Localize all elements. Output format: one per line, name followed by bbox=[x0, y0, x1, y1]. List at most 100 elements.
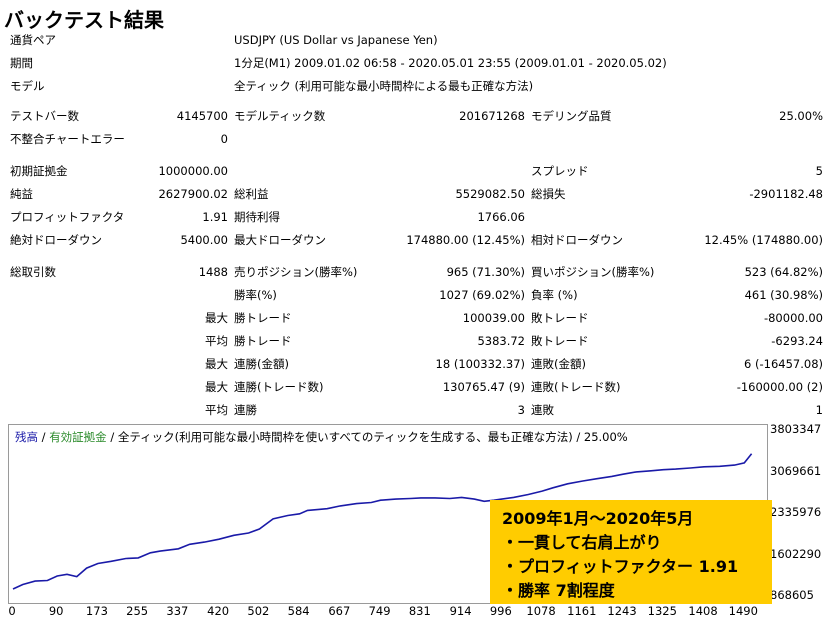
row-net: 純益 2627900.02 総利益 5529082.50 総損失 -290118… bbox=[0, 186, 834, 206]
avg-cons-wins-value: 3 bbox=[517, 403, 525, 417]
row-trades: 総取引数 1488 売りポジション(勝率%) 965 (71.30%) 買いポジ… bbox=[0, 264, 834, 284]
net-value: 2627900.02 bbox=[158, 187, 228, 201]
x-tick-label: 90 bbox=[48, 604, 64, 618]
row-bars: テストバー数 4145700 モデルティック数 201671268 モデリング品… bbox=[0, 108, 834, 128]
row-pair: 通貨ペア USDJPY (US Dollar vs Japanese Yen) bbox=[0, 32, 834, 52]
x-tick-label: 749 bbox=[368, 604, 391, 618]
max-win-label: 勝トレード bbox=[234, 311, 292, 325]
avg-win-value: 5383.72 bbox=[477, 334, 525, 348]
avg-loss-value: -6293.24 bbox=[771, 334, 823, 348]
rel-dd-label: 相対ドローダウン bbox=[531, 233, 623, 247]
row-max-trade: 最大 勝トレード 100039.00 敗トレード -80000.00 bbox=[0, 310, 834, 330]
legend-model: 全ティック(利用可能な最小時間枠を使いすべてのティックを生成する、最も正確な方法… bbox=[117, 430, 628, 444]
x-tick-label: 420 bbox=[207, 604, 230, 618]
x-tick-label: 831 bbox=[408, 604, 431, 618]
x-tick-label: 667 bbox=[328, 604, 351, 618]
x-axis: 0 90 173 255 337 420 502 584 667 749 831 914 996 1078… bbox=[8, 604, 778, 624]
net-label: 純益 bbox=[10, 187, 33, 201]
total-trades-value: 1488 bbox=[198, 265, 228, 279]
max-cons-profit-label: 連勝(トレード数) bbox=[234, 380, 324, 394]
max-prefix: 最大 bbox=[205, 311, 228, 325]
avg-prefix: 平均 bbox=[205, 334, 228, 348]
x-tick-label: 255 bbox=[126, 604, 149, 618]
row-period: 期間 1分足(M1) 2009.01.02 06:58 - 2020.05.01… bbox=[0, 55, 834, 75]
quality-label: モデリング品質 bbox=[531, 109, 612, 123]
max-loss-label: 敗トレード bbox=[531, 311, 589, 325]
row-model: モデル 全ティック (利用可能な最小時間枠による最も正確な方法) bbox=[0, 78, 834, 98]
x-tick-label: 1161 bbox=[567, 604, 597, 618]
ticks-value: 201671268 bbox=[459, 109, 525, 123]
max-cons-losses-label: 連敗(金額) bbox=[531, 357, 586, 371]
avg-loss-label: 敗トレード bbox=[531, 334, 589, 348]
x-tick-label: 996 bbox=[489, 604, 512, 618]
max-win-value: 100039.00 bbox=[462, 311, 525, 325]
gross-loss-value: -2901182.48 bbox=[749, 187, 823, 201]
long-label: 買いポジション(勝率%) bbox=[531, 265, 655, 279]
spread-value: 5 bbox=[815, 164, 823, 178]
avg-cons-losses-label: 連敗 bbox=[531, 403, 554, 417]
gross-profit-value: 5529082.50 bbox=[455, 187, 525, 201]
note-line-1: ・一貫して右肩上がり bbox=[502, 533, 662, 552]
long-value: 523 (64.82%) bbox=[744, 265, 823, 279]
rel-dd-value: 12.45% (174880.00) bbox=[704, 233, 823, 247]
chart-svg bbox=[12, 453, 753, 590]
win-rate-label: 勝率(%) bbox=[234, 288, 277, 302]
avg-win-label: 勝トレード bbox=[234, 334, 292, 348]
y-tick-label: 2335976 bbox=[770, 505, 822, 519]
report-table: 通貨ペア USDJPY (US Dollar vs Japanese Yen) … bbox=[0, 32, 834, 422]
expected-value: 1766.06 bbox=[477, 210, 525, 224]
short-label: 売りポジション(勝率%) bbox=[234, 265, 358, 279]
pf-value: 1.91 bbox=[202, 210, 228, 224]
row-winrate: 勝率(%) 1027 (69.02%) 負率 (%) 461 (30.98%) bbox=[0, 287, 834, 307]
loss-rate-label: 負率 (%) bbox=[531, 288, 578, 302]
win-rate-value: 1027 (69.02%) bbox=[439, 288, 525, 302]
expected-label: 期待利得 bbox=[234, 210, 280, 224]
gross-loss-label: 総損失 bbox=[531, 187, 566, 201]
max-cons-loss-label: 連敗(トレード数) bbox=[531, 380, 621, 394]
max-dd-value: 174880.00 (12.45%) bbox=[406, 233, 525, 247]
row-max-consec-count: 最大 連勝(トレード数) 130765.47 (9) 連敗(トレード数) -16… bbox=[0, 379, 834, 399]
y-tick-label: 3069661 bbox=[770, 463, 822, 478]
x-tick-label: 584 bbox=[287, 604, 310, 618]
max-loss-value: -80000.00 bbox=[763, 311, 823, 325]
max-prefix-3: 最大 bbox=[205, 380, 228, 394]
row-max-consec: 最大 連勝(金額) 18 (100332.37) 連敗(金額) 6 (-1645… bbox=[0, 356, 834, 376]
legend-balance: 残高 bbox=[15, 430, 38, 444]
row-avg-consec: 平均 連勝 3 連敗 1 bbox=[0, 402, 834, 422]
pf-label: プロフィットファクタ bbox=[10, 210, 125, 224]
x-tick-label: 1078 bbox=[526, 604, 556, 618]
max-prefix-2: 最大 bbox=[205, 357, 228, 371]
avg-cons-losses-value: 1 bbox=[815, 403, 823, 417]
period-label: 期間 bbox=[10, 56, 33, 70]
y-tick-label: 1602290 bbox=[770, 546, 822, 561]
legend-separator: / bbox=[106, 430, 118, 444]
deposit-value: 1000000.00 bbox=[158, 164, 228, 178]
row-deposit: 初期証拠金 1000000.00 スプレッド 5 bbox=[0, 163, 834, 183]
row-mismatch: 不整合チャートエラー 0 bbox=[0, 131, 834, 151]
x-tick-label: 337 bbox=[166, 604, 189, 618]
avg-cons-wins-label: 連勝 bbox=[234, 403, 257, 417]
ticks-label: モデルティック数 bbox=[234, 109, 326, 123]
max-cons-wins-value: 18 (100332.37) bbox=[435, 357, 525, 371]
abs-dd-label: 絶対ドローダウン bbox=[10, 233, 102, 247]
x-tick-label: 173 bbox=[85, 604, 108, 618]
legend-separator: / bbox=[38, 430, 50, 444]
x-tick-label: 914 bbox=[449, 604, 472, 618]
quality-value: 25.00% bbox=[779, 109, 823, 123]
max-cons-profit-value: 130765.47 (9) bbox=[442, 380, 525, 394]
note-line-2: ・プロフィットファクター 1.91 bbox=[502, 557, 739, 576]
max-cons-losses-value: 6 (-16457.08) bbox=[744, 357, 823, 371]
note-line-3: ・勝率 7割程度 bbox=[502, 581, 615, 600]
x-tick-label: 502 bbox=[247, 604, 270, 618]
spread-label: スプレッド bbox=[531, 164, 589, 178]
legend-equity: 有効証拠金 bbox=[49, 430, 107, 444]
bars-label: テストバー数 bbox=[10, 109, 79, 123]
note-title: 2009年1月～2020年5月 bbox=[502, 509, 694, 528]
x-tick-label: 1243 bbox=[607, 604, 637, 618]
model-value: 全ティック (利用可能な最小時間枠による最も正確な方法) bbox=[234, 79, 534, 93]
mismatch-label: 不整合チャートエラー bbox=[10, 132, 125, 146]
deposit-label: 初期証拠金 bbox=[10, 164, 68, 178]
summary-note: 2009年1月～2020年5月 ・一貫して右肩上がり ・プロフィットファクター … bbox=[490, 500, 772, 604]
x-tick-label: 0 bbox=[8, 604, 16, 618]
max-cons-loss-value: -160000.00 (2) bbox=[736, 380, 823, 394]
